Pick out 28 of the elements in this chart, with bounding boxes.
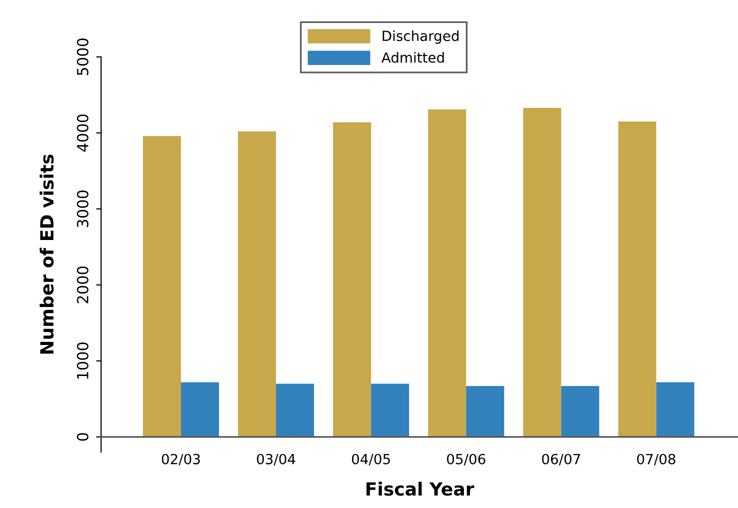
- bar: [238, 131, 276, 437]
- bar: [333, 122, 372, 437]
- bar: [561, 386, 600, 437]
- y-tick-label: 2000: [76, 266, 88, 304]
- y-tick-label: 3000: [76, 190, 88, 228]
- bar: [142, 136, 181, 437]
- x-tick-label: 04/05: [352, 454, 390, 466]
- x-tick-label: 03/04: [256, 454, 296, 466]
- bar: [180, 382, 219, 437]
- y-tick-label: 4000: [76, 114, 88, 152]
- x-tick-label: 02/03: [162, 454, 200, 466]
- x-axis-title: Fiscal Year: [366, 482, 474, 496]
- bar: [371, 384, 410, 437]
- y-tick-label: 5000: [76, 38, 88, 76]
- x-tick-label: 05/06: [447, 454, 486, 466]
- legend-label: Admitted: [381, 52, 444, 63]
- bar: [466, 386, 504, 437]
- x-tick-label: 06/07: [542, 454, 580, 466]
- y-tick-label: 0: [76, 433, 88, 441]
- legend-label: Discharged: [382, 30, 458, 44]
- y-tick-label: 1000: [76, 342, 88, 379]
- bar: [656, 382, 694, 437]
- y-axis-title: Number of ED visits: [40, 154, 54, 354]
- bar: [618, 122, 656, 437]
- bar: [523, 108, 562, 437]
- bar: [276, 384, 314, 437]
- x-tick-label: 07/08: [637, 454, 676, 466]
- bar: [428, 109, 466, 437]
